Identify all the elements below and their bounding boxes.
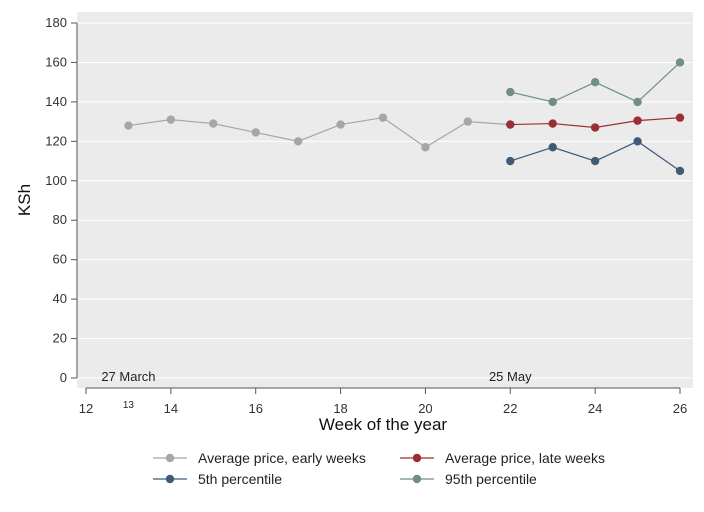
data-point — [675, 166, 685, 176]
annotation-label: 25 May — [489, 369, 532, 384]
data-point — [463, 117, 473, 126]
x-axis-title: Week of the year — [319, 415, 448, 434]
x-tick-label: 22 — [503, 401, 517, 416]
data-point — [336, 120, 345, 129]
data-point — [590, 123, 600, 132]
y-tick-label: 40 — [53, 291, 67, 306]
data-point — [209, 119, 218, 128]
legend-swatch-marker — [165, 474, 175, 484]
data-point — [633, 137, 642, 146]
y-tick-label: 20 — [53, 331, 67, 346]
legend-label: Average price, late weeks — [445, 450, 605, 466]
y-tick-label: 180 — [45, 15, 67, 30]
data-point — [548, 97, 557, 107]
data-point — [633, 97, 642, 107]
x-tick-label-extra: 13 — [123, 400, 135, 411]
data-point — [548, 143, 557, 152]
data-point — [506, 87, 515, 97]
x-tick-label: 24 — [588, 401, 602, 416]
x-tick-label: 12 — [79, 401, 93, 416]
data-point — [166, 115, 176, 124]
data-point — [124, 121, 133, 130]
y-tick-label: 0 — [60, 370, 67, 385]
legend-swatch-marker — [165, 453, 175, 463]
data-point — [548, 119, 557, 128]
legend-label: Average price, early weeks — [198, 450, 366, 466]
x-tick-label: 20 — [418, 401, 432, 416]
series-line — [128, 117, 511, 148]
x-tick-label: 14 — [164, 401, 178, 416]
x-tick-label: 18 — [333, 401, 347, 416]
data-point — [293, 137, 303, 146]
data-point — [675, 58, 685, 67]
plot-area — [77, 12, 693, 388]
legend-label: 95th percentile — [445, 471, 537, 487]
annotation-label: 27 March — [101, 369, 155, 384]
y-tick-label: 120 — [45, 133, 67, 148]
x-tick-label: 26 — [673, 401, 687, 416]
y-tick-label: 160 — [45, 54, 67, 69]
y-tick-label: 80 — [53, 212, 67, 227]
data-point — [251, 128, 260, 137]
data-point — [506, 156, 515, 166]
legend-swatch-marker — [412, 474, 422, 484]
legend-label: 5th percentile — [198, 471, 282, 487]
data-point — [590, 156, 600, 166]
data-point — [675, 113, 685, 122]
data-point — [633, 116, 642, 125]
x-tick-label: 16 — [248, 401, 262, 416]
data-point — [421, 143, 430, 152]
y-tick-label: 60 — [53, 252, 67, 267]
y-axis-title: KSh — [15, 184, 34, 216]
legend-swatch-marker — [412, 453, 422, 463]
data-point — [590, 77, 600, 87]
data-point — [378, 113, 388, 122]
y-tick-label: 140 — [45, 94, 67, 109]
y-tick-label: 100 — [45, 173, 67, 188]
data-point — [506, 120, 515, 129]
